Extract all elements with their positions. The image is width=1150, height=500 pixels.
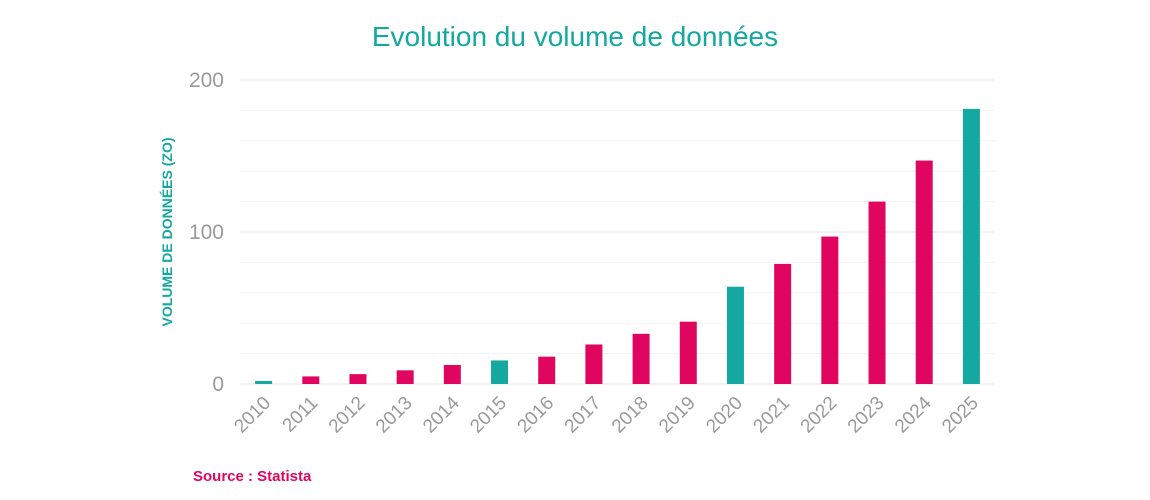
bar-2019	[679, 321, 697, 384]
bar-2023	[868, 201, 886, 384]
grid-lines	[240, 79, 995, 385]
y-tick-label: 200	[189, 69, 224, 92]
bar-2013	[396, 370, 414, 384]
bar-2012	[349, 374, 367, 384]
y-tick-label: 100	[189, 221, 224, 244]
bars	[255, 108, 980, 384]
bar-2021	[774, 263, 792, 384]
bar-2010	[255, 380, 273, 384]
x-tick-label-2012: 2012	[325, 393, 370, 438]
x-tick-label-2020: 2020	[702, 393, 747, 438]
bar-2025	[962, 108, 980, 384]
y-tick-label: 0	[212, 373, 224, 396]
bar-2011	[302, 376, 320, 384]
x-tick-label-2025: 2025	[938, 393, 983, 438]
chart-title: Evolution du volume de données	[372, 21, 778, 52]
x-tick-label-2017: 2017	[561, 393, 606, 438]
y-axis-ticks: 0 100 200	[189, 69, 224, 396]
x-tick-label-2022: 2022	[797, 393, 842, 438]
bar-2014	[443, 365, 461, 384]
bar-2022	[821, 236, 839, 384]
x-tick-label-2016: 2016	[514, 393, 559, 438]
bar-2018	[632, 333, 650, 384]
source-note: Source : Statista	[193, 468, 312, 485]
x-tick-label-2013: 2013	[372, 393, 417, 438]
bar-2017	[585, 344, 603, 384]
bar-2015	[491, 360, 509, 384]
x-tick-label-2023: 2023	[844, 393, 889, 438]
x-tick-label-2010: 2010	[230, 393, 275, 438]
x-tick-label-2019: 2019	[655, 393, 700, 438]
bar-2016	[538, 356, 556, 384]
x-tick-label-2014: 2014	[419, 392, 464, 437]
x-tick-label-2024: 2024	[891, 392, 936, 437]
bar-2020	[726, 286, 744, 384]
x-tick-label-2021: 2021	[749, 393, 794, 438]
x-tick-label-2015: 2015	[466, 393, 511, 438]
bar-2024	[915, 160, 933, 384]
x-axis-ticks: 2010 2011 2012 2013 2014 2015 2016 2017 2018 2019…	[230, 392, 983, 437]
x-tick-label-2018: 2018	[608, 393, 653, 438]
x-tick-label-2011: 2011	[279, 393, 323, 437]
y-axis-label: VOLUME DE DONNÉES (ZO)	[159, 137, 175, 326]
